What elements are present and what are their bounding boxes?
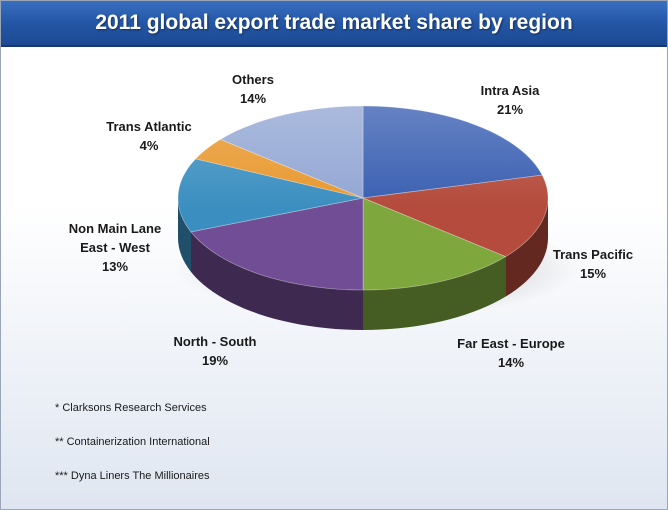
label-non-main-lane-value: 13% — [101, 259, 129, 274]
label-trans-pacific-value: 15% — [579, 266, 607, 281]
label-intra-asia-value: 21% — [496, 102, 524, 117]
label-far-east-europe-name: Far East - Europe — [457, 336, 565, 351]
label-intra-asia-name: Intra Asia — [480, 83, 540, 98]
label-others-value: 14% — [239, 91, 267, 106]
label-others-name: Others — [232, 72, 274, 87]
label-far-east-europe-value: 14% — [497, 355, 525, 370]
label-non-main-lane: Non Main Lane East - West 13% — [53, 219, 177, 276]
label-trans-atlantic-name: Trans Atlantic — [106, 119, 192, 134]
label-non-main-lane-line1: Non Main Lane — [68, 221, 162, 236]
label-trans-pacific-name: Trans Pacific — [552, 247, 634, 262]
label-far-east-europe: Far East - Europe 14% — [441, 334, 581, 372]
footnote-dyna-liners: *** Dyna Liners The Millionaires — [55, 470, 210, 482]
side-non-main-lane-east-west — [178, 198, 191, 272]
pie-gloss — [178, 106, 548, 290]
title-bar — [1, 1, 667, 47]
footnote-containerization: ** Containerization International — [55, 436, 210, 448]
chart-title: 2011 global export trade market share by… — [95, 11, 573, 34]
label-intra-asia: Intra Asia 21% — [450, 81, 570, 119]
label-trans-atlantic-value: 4% — [139, 138, 159, 153]
side-far-east-europe — [363, 256, 506, 330]
label-others: Others 14% — [203, 70, 303, 108]
label-trans-pacific: Trans Pacific 15% — [531, 245, 655, 283]
side-north-south — [190, 231, 363, 330]
footnote-clarksons: * Clarksons Research Services — [55, 402, 207, 414]
pie-side-walls — [178, 198, 548, 330]
label-north-south-value: 19% — [201, 353, 229, 368]
label-north-south: North - South 19% — [153, 332, 277, 370]
label-trans-atlantic: Trans Atlantic 4% — [91, 117, 207, 155]
side-trans-pacific — [505, 198, 548, 297]
label-north-south-name: North - South — [173, 334, 257, 349]
label-non-main-lane-line2: East - West — [80, 240, 150, 255]
